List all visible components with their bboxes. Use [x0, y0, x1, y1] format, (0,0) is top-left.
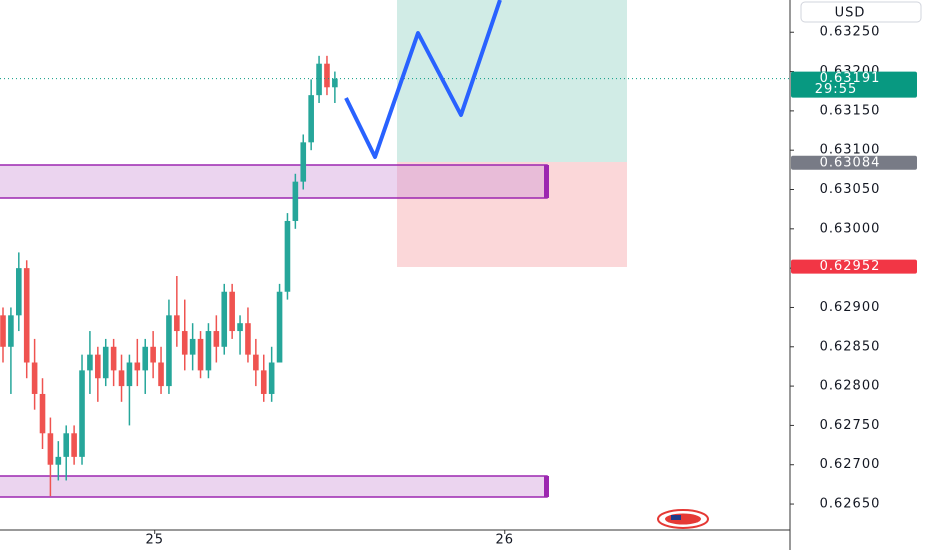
candle-body — [229, 291, 235, 332]
candle-body — [118, 370, 125, 387]
y-tick-label: 0.62850 — [820, 339, 881, 354]
candle-body — [324, 63, 330, 88]
candle-body — [142, 346, 149, 371]
candle-body — [205, 331, 212, 371]
projection-path — [344, 0, 502, 159]
zone-edge — [544, 476, 549, 497]
candle-body — [71, 433, 77, 457]
candle-body — [181, 331, 188, 355]
candle-body — [292, 181, 299, 221]
profit-zone — [397, 0, 627, 162]
price-label-box — [791, 155, 917, 170]
candle-body — [221, 291, 228, 347]
zone-edge — [544, 165, 549, 198]
candle-body — [126, 362, 133, 387]
price-label: 0.62952 — [820, 259, 881, 274]
candle-body — [0, 315, 6, 347]
y-tick-label: 0.62800 — [820, 379, 881, 394]
candle-body — [63, 433, 70, 457]
currency-button[interactable] — [800, 1, 922, 23]
candle-body — [213, 331, 220, 347]
candle-body — [39, 393, 46, 434]
candle-body — [55, 456, 62, 465]
loss-zone — [397, 162, 627, 267]
candle-body — [158, 362, 164, 387]
y-tick-label: 0.62900 — [820, 300, 881, 315]
y-tick-label: 0.63150 — [820, 103, 881, 118]
candle-body — [150, 346, 156, 363]
candle-body — [237, 323, 243, 332]
flag-icon — [657, 509, 709, 529]
candle-body — [174, 315, 180, 332]
candle-body — [268, 362, 275, 394]
candle-body — [134, 362, 141, 371]
x-tick-label: 26 — [495, 533, 514, 548]
candle-body — [23, 268, 30, 363]
candle-body — [260, 370, 267, 394]
supply-zone — [0, 164, 548, 199]
price-axis: 0.62650 0.62700 0.62750 0.62800 0.62850 0.629… — [145, 25, 917, 548]
price-label: 0.63084 — [820, 155, 881, 170]
candle-body — [300, 142, 307, 182]
y-tick-label: 0.62750 — [820, 418, 881, 433]
candle-body — [16, 268, 22, 316]
candle-body — [276, 291, 283, 363]
candle-body — [95, 354, 101, 379]
price-label-box — [791, 71, 917, 98]
y-tick-label: 0.63050 — [820, 182, 881, 197]
y-tick-label: 0.62700 — [820, 457, 881, 472]
candle-body — [308, 95, 314, 143]
demand-zone — [0, 475, 548, 498]
candles — [0, 55, 790, 497]
candle-body — [110, 346, 117, 371]
candle-body — [332, 78, 338, 88]
candle-body — [316, 63, 322, 96]
candle-body — [87, 354, 93, 371]
candle-body — [47, 433, 54, 465]
candle-body — [197, 338, 204, 371]
candle-body — [8, 315, 14, 347]
x-tick-label: 25 — [145, 533, 164, 548]
candle-body — [284, 220, 291, 292]
y-tick-label: 0.63250 — [820, 25, 881, 40]
candle-body — [79, 370, 85, 457]
candle-body — [245, 323, 251, 355]
candle-body — [31, 362, 38, 394]
candle-body — [166, 315, 172, 387]
price-label-box — [791, 259, 917, 274]
y-tick-label: 0.63000 — [820, 221, 881, 236]
price-label: 0.63191 — [820, 71, 881, 86]
y-tick-label: 0.62650 — [820, 497, 881, 512]
candle-body — [102, 346, 109, 379]
candle-body — [189, 338, 196, 355]
countdown: 29:55 — [815, 82, 857, 97]
currency[interactable]: USD — [835, 6, 866, 21]
candle-body — [253, 354, 259, 371]
y-tick-label: 0.63100 — [820, 143, 881, 158]
